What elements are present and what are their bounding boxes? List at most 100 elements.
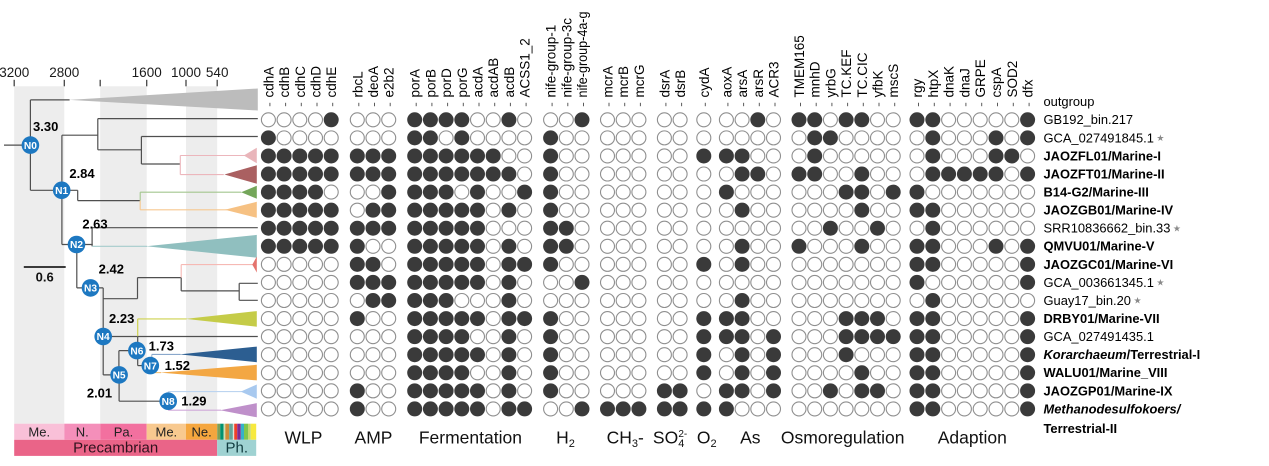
svg-text:N6: N6 [130, 346, 143, 357]
svg-text:mnhD: mnhD [808, 61, 823, 97]
svg-text:GCA_027491845.1★: GCA_027491845.1 ★ [1044, 130, 1165, 145]
svg-text:ACR3: ACR3 [767, 61, 782, 97]
svg-text:mcrA: mcrA [601, 66, 616, 98]
svg-text:cdhA: cdhA [261, 67, 276, 98]
svg-text:yfbK: yfbK [871, 70, 886, 97]
svg-text:porG: porG [455, 67, 470, 97]
svg-text:2800: 2800 [49, 65, 79, 80]
svg-text:deoA: deoA [366, 66, 381, 98]
svg-text:TC.CIC: TC.CIC [855, 52, 870, 97]
svg-text:e2b2: e2b2 [382, 67, 397, 97]
svg-text:2.01: 2.01 [87, 385, 112, 400]
svg-text:Adaption: Adaption [938, 428, 1007, 448]
svg-text:2.63: 2.63 [82, 217, 107, 232]
svg-text:As: As [740, 428, 761, 448]
svg-text:WALU01/Marine_VIII: WALU01/Marine_VIII [1044, 365, 1168, 380]
svg-text:1.29: 1.29 [181, 393, 206, 408]
svg-text:1000: 1000 [171, 65, 201, 80]
svg-text:Me.: Me. [28, 424, 50, 439]
svg-text:N.: N. [76, 424, 89, 439]
svg-text:SRR10836662_bin.33★: SRR10836662_bin.33 ★ [1044, 221, 1181, 236]
svg-text:3.30: 3.30 [33, 119, 58, 134]
svg-text:540: 540 [206, 65, 229, 80]
svg-text:dsrA: dsrA [657, 70, 672, 98]
svg-text:Fermentation: Fermentation [419, 428, 522, 448]
svg-text:JAOZGC01/Marine-VI: JAOZGC01/Marine-VI [1044, 257, 1174, 272]
svg-text:QMVU01/Marine-V: QMVU01/Marine-V [1044, 239, 1155, 254]
svg-text:cdhC: cdhC [293, 66, 308, 98]
svg-text:Ne.: Ne. [191, 424, 211, 439]
svg-text:2.42: 2.42 [99, 262, 124, 277]
svg-text:cdhE: cdhE [324, 67, 339, 98]
svg-text:nife-group-4a-g: nife-group-4a-g [575, 12, 590, 98]
svg-text:yrbG: yrbG [823, 68, 838, 97]
svg-text:N0: N0 [24, 141, 37, 152]
svg-text:outgroup: outgroup [1044, 94, 1095, 109]
svg-text:Osmoregulation: Osmoregulation [781, 428, 905, 448]
svg-text:JAOZFL01/Marine-I: JAOZFL01/Marine-I [1044, 148, 1161, 163]
svg-text:TMEM165: TMEM165 [792, 35, 807, 97]
svg-text:SOD2: SOD2 [1005, 61, 1020, 98]
svg-text:JAOZGP01/Marine-IX: JAOZGP01/Marine-IX [1044, 383, 1173, 398]
svg-text:B14-G2/Marine-III: B14-G2/Marine-III [1044, 184, 1149, 199]
svg-text:nife-group-1: nife-group-1 [544, 25, 559, 98]
svg-text:N4: N4 [97, 332, 110, 343]
svg-text:JAOZFT01/Marine-II: JAOZFT01/Marine-II [1044, 166, 1165, 181]
svg-text:rbcL: rbcL [350, 71, 365, 98]
svg-text:DRBY01/Marine-VII: DRBY01/Marine-VII [1044, 311, 1160, 326]
svg-text:acdB: acdB [502, 67, 517, 98]
svg-text:TC.KEF: TC.KEF [839, 49, 854, 97]
svg-text:1600: 1600 [132, 65, 162, 80]
svg-text:mcrG: mcrG [632, 65, 647, 98]
svg-text:SO42-: SO42- [653, 428, 687, 451]
svg-text:WLP: WLP [285, 428, 323, 448]
svg-text:0.6: 0.6 [36, 270, 54, 285]
svg-text:porB: porB [423, 69, 438, 98]
svg-text:htpX: htpX [926, 70, 941, 98]
svg-text:1.73: 1.73 [149, 339, 174, 354]
svg-text:Pa.: Pa. [114, 424, 134, 439]
svg-text:Korarchaeum/Terrestrial-I: Korarchaeum/Terrestrial-I [1044, 347, 1201, 362]
svg-text:Terrestrial-II: Terrestrial-II [1044, 421, 1118, 436]
svg-text:arsR: arsR [751, 69, 766, 98]
svg-text:dfx: dfx [1021, 79, 1036, 97]
svg-text:CH3-: CH3- [607, 428, 644, 451]
svg-text:N8: N8 [162, 397, 175, 408]
svg-text:GB192_bin.217: GB192_bin.217 [1044, 112, 1134, 127]
svg-text:Methanodesulfokoers/: Methanodesulfokoers/ [1044, 401, 1182, 416]
svg-text:Ph.: Ph. [226, 440, 249, 457]
svg-text:2.23: 2.23 [109, 311, 134, 326]
svg-text:Precambrian: Precambrian [73, 440, 158, 457]
svg-text:AMP: AMP [355, 428, 393, 448]
svg-text:arsA: arsA [735, 70, 750, 98]
svg-text:mcrB: mcrB [616, 66, 631, 98]
svg-text:cdhB: cdhB [277, 67, 292, 98]
svg-text:porD: porD [439, 68, 454, 98]
svg-text:N7: N7 [144, 361, 157, 372]
svg-text:ACSS1_2: ACSS1_2 [518, 38, 533, 97]
svg-text:acdAB: acdAB [486, 58, 501, 98]
svg-text:rgy: rgy [910, 78, 925, 97]
svg-text:N5: N5 [113, 371, 126, 382]
svg-text:mscS: mscS [886, 64, 901, 98]
svg-text:GCA_027491435.1: GCA_027491435.1 [1044, 329, 1154, 344]
svg-text:nife-group-3c: nife-group-3c [559, 18, 574, 98]
svg-text:cdhD: cdhD [309, 66, 324, 98]
svg-text:acdA: acdA [471, 67, 486, 98]
svg-text:N2: N2 [70, 240, 83, 251]
svg-text:N3: N3 [84, 284, 97, 295]
svg-text:cspA: cspA [989, 67, 1004, 97]
svg-text:JAOZGB01/Marine-IV: JAOZGB01/Marine-IV [1044, 203, 1174, 218]
svg-text:3200: 3200 [0, 65, 29, 80]
svg-text:Me.: Me. [156, 424, 178, 439]
svg-text:1.52: 1.52 [165, 358, 190, 373]
svg-text:dnaJ: dnaJ [957, 68, 972, 97]
svg-text:aoxA: aoxA [719, 67, 734, 98]
svg-text:porA: porA [408, 69, 423, 98]
svg-text:N1: N1 [55, 186, 68, 197]
svg-text:dnaK: dnaK [942, 66, 957, 98]
svg-text:2.84: 2.84 [69, 166, 95, 181]
svg-text:GCA_003661345.1★: GCA_003661345.1 ★ [1044, 275, 1165, 290]
svg-text:GRPE: GRPE [973, 59, 988, 97]
svg-text:Guay17_bin.20★: Guay17_bin.20 ★ [1044, 293, 1142, 308]
